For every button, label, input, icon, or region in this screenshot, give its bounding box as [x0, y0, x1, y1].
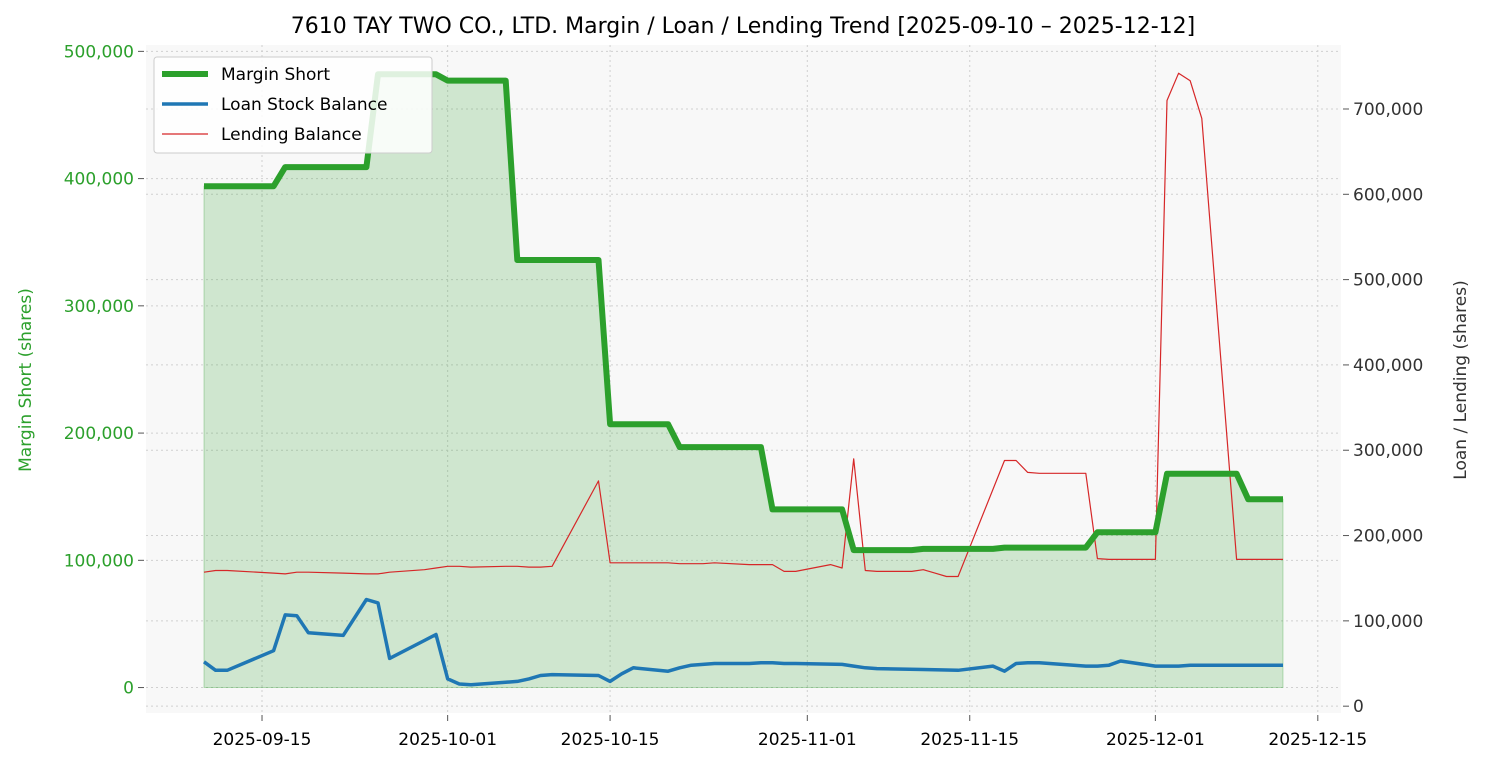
x-tick-label: 2025-11-01: [758, 730, 857, 750]
y-tick-label-right: 700,000: [1353, 100, 1423, 120]
x-tick-label: 2025-12-01: [1106, 730, 1205, 750]
y-tick-label-right: 400,000: [1353, 356, 1423, 376]
y-tick-label-left: 300,000: [64, 297, 134, 317]
y-tick-label-right: 200,000: [1353, 527, 1423, 547]
legend: Margin Short Loan Stock Balance Lending Ba…: [153, 56, 433, 154]
x-tick-label: 2025-10-15: [561, 730, 660, 750]
y-tick-label-left: 100,000: [64, 551, 134, 571]
plot-background: [146, 45, 1341, 713]
y-tick-label-right: 100,000: [1353, 612, 1423, 632]
y-tick-label-left: 200,000: [64, 424, 134, 444]
legend-box: [153, 56, 433, 154]
y-tick-label-left: 0: [123, 679, 134, 699]
legend-label: Margin Short: [221, 65, 330, 85]
y-tick-label-left: 400,000: [64, 170, 134, 190]
x-tick-label: 2025-11-15: [920, 730, 1019, 750]
x-tick-label: 2025-09-15: [213, 730, 312, 750]
series-line-lending-balance: [203, 72, 1283, 578]
legend-label: Lending Balance: [221, 125, 362, 145]
y-tick-label-right: 500,000: [1353, 271, 1423, 291]
x-tick-label: 2025-12-15: [1268, 730, 1367, 750]
series-line-loan-stock-balance: [202, 597, 1283, 687]
grid: [146, 45, 1341, 713]
axes: 2025-09-15 2025-10-01 2025-10-15 2025-11-01…: [64, 42, 1424, 750]
y-tick-label-right: 0: [1353, 697, 1364, 717]
y-tick-label-right: 300,000: [1353, 441, 1423, 461]
y-axis-label-left: Margin Short (shares): [16, 288, 36, 472]
y-axis-label-right: Loan / Lending (shares): [1451, 280, 1471, 479]
x-tick-label: 2025-10-01: [398, 730, 497, 750]
y-tick-label-left: 500,000: [64, 42, 134, 62]
y-tick-label-right: 600,000: [1353, 185, 1423, 205]
chart-title: 7610 TAY TWO CO., LTD. Margin / Loan / L…: [291, 14, 1195, 39]
legend-label: Loan Stock Balance: [221, 95, 387, 115]
